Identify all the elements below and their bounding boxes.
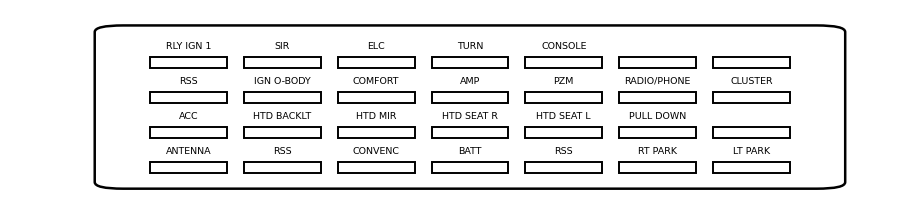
Text: RSS: RSS: [273, 147, 292, 156]
Text: PZM: PZM: [554, 77, 574, 86]
Text: HTD MIR: HTD MIR: [356, 112, 396, 121]
Bar: [150, 92, 227, 103]
Text: RT PARK: RT PARK: [638, 147, 677, 156]
Text: RSS: RSS: [555, 147, 573, 156]
Bar: [525, 162, 602, 173]
Text: BATT: BATT: [458, 147, 481, 156]
Bar: [619, 127, 696, 138]
Text: IGN O-BODY: IGN O-BODY: [254, 77, 311, 86]
Bar: [432, 57, 508, 68]
Text: HTD BACKLT: HTD BACKLT: [253, 112, 312, 121]
Text: RLY IGN 1: RLY IGN 1: [166, 42, 211, 51]
Bar: [244, 127, 321, 138]
Bar: [337, 127, 414, 138]
Text: HTD SEAT L: HTD SEAT L: [536, 112, 591, 121]
Bar: [525, 57, 602, 68]
Text: AMP: AMP: [459, 77, 481, 86]
Text: TURN: TURN: [457, 42, 483, 51]
Text: CONSOLE: CONSOLE: [541, 42, 587, 51]
Bar: [150, 57, 227, 68]
Bar: [432, 127, 508, 138]
Text: ELC: ELC: [368, 42, 385, 51]
Text: ACC: ACC: [179, 112, 198, 121]
Bar: [432, 92, 508, 103]
Bar: [713, 162, 790, 173]
Bar: [619, 92, 696, 103]
Text: PULL DOWN: PULL DOWN: [629, 112, 686, 121]
Bar: [337, 92, 414, 103]
Bar: [525, 92, 602, 103]
Bar: [244, 92, 321, 103]
Bar: [244, 57, 321, 68]
Bar: [713, 127, 790, 138]
Bar: [150, 162, 227, 173]
Text: CONVENC: CONVENC: [353, 147, 400, 156]
FancyBboxPatch shape: [94, 25, 845, 189]
Bar: [619, 57, 696, 68]
Text: COMFORT: COMFORT: [353, 77, 400, 86]
Bar: [432, 162, 508, 173]
Bar: [337, 162, 414, 173]
Bar: [525, 127, 602, 138]
Text: LT PARK: LT PARK: [733, 147, 770, 156]
Bar: [619, 162, 696, 173]
Text: RADIO/PHONE: RADIO/PHONE: [624, 77, 691, 86]
Bar: [337, 57, 414, 68]
Bar: [244, 162, 321, 173]
Text: CLUSTER: CLUSTER: [730, 77, 773, 86]
Text: RSS: RSS: [179, 77, 198, 86]
Bar: [713, 92, 790, 103]
Text: SIR: SIR: [275, 42, 290, 51]
Text: HTD SEAT R: HTD SEAT R: [442, 112, 498, 121]
Text: ANTENNA: ANTENNA: [166, 147, 211, 156]
Bar: [713, 57, 790, 68]
Bar: [150, 127, 227, 138]
